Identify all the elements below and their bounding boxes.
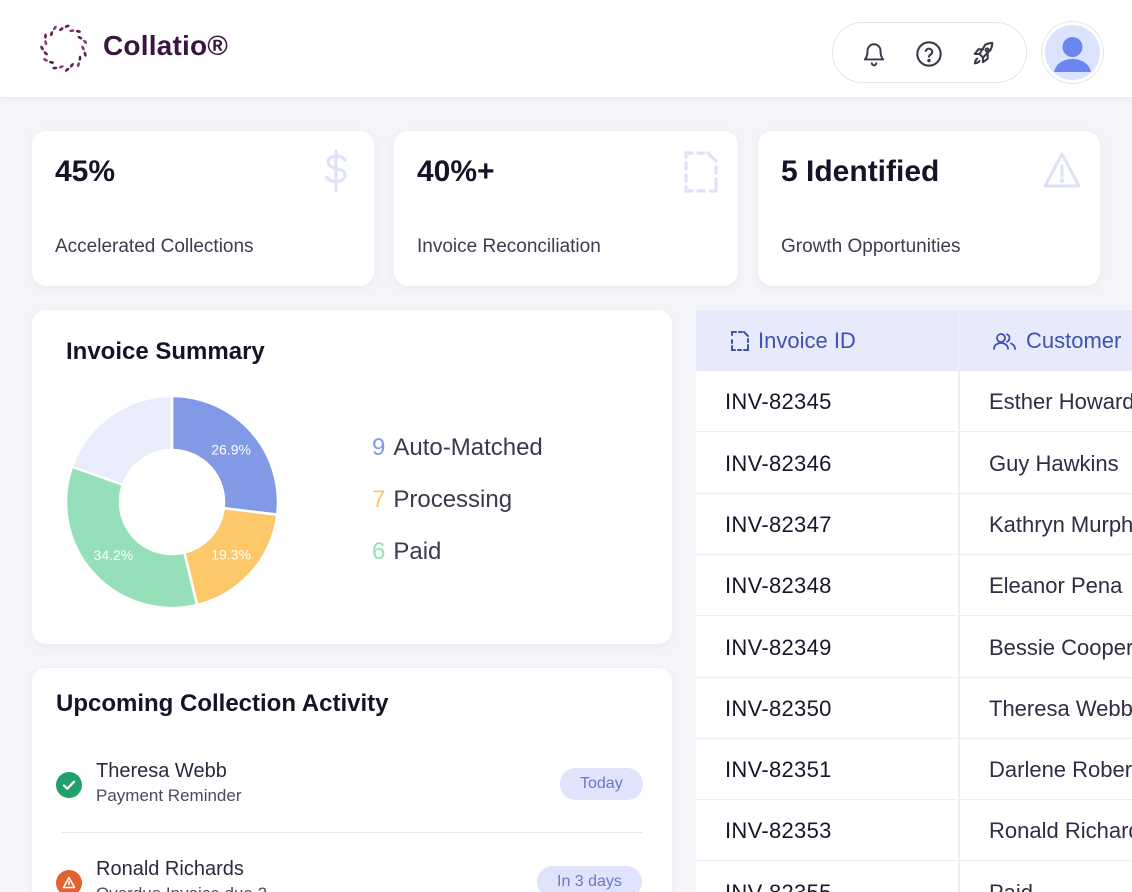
invoice-summary-card: Invoice Summary 26.9% 19.3% 34.2% 9 Auto-Ma… xyxy=(32,310,672,644)
table-row[interactable]: INV-82350 Theresa Webb xyxy=(696,678,1132,739)
due-badge: In 3 days xyxy=(537,866,642,892)
invoice-donut-chart: 26.9% 19.3% 34.2% xyxy=(64,394,280,610)
invoice-id-cell: INV-82346 xyxy=(725,451,832,476)
status-success xyxy=(56,772,82,798)
table-row[interactable]: INV-82355 Paid xyxy=(696,862,1132,892)
invoice-id-cell: INV-82350 xyxy=(725,696,832,721)
document-icon xyxy=(684,151,718,193)
customer-cell: Esther Howard xyxy=(989,389,1132,414)
chart-legend: 9 Auto-Matched 7 Processing 6 Paid xyxy=(372,434,543,590)
table-row[interactable]: INV-82353 Ronald Richards xyxy=(696,800,1132,861)
kpi-label: Growth Opportunities xyxy=(781,236,961,257)
brand-name[interactable]: Collatio® xyxy=(103,30,229,61)
bell-icon xyxy=(863,43,885,67)
activity-item[interactable]: Ronald Richards Overdue Invoice due 2 In… xyxy=(56,858,646,892)
customer-cell: Kathryn Murphy xyxy=(989,512,1132,537)
section-title: Invoice Summary xyxy=(66,338,265,365)
check-icon xyxy=(62,780,76,790)
table-row[interactable]: INV-82345 Esther Howard xyxy=(696,371,1132,432)
slice-label: 26.9% xyxy=(211,442,251,458)
help-button[interactable] xyxy=(914,39,944,69)
notifications-button[interactable] xyxy=(859,39,889,69)
kpi-card-reconciliation: 40%+ Invoice Reconciliation xyxy=(394,131,738,286)
legend-item-processing: 7 Processing xyxy=(372,486,543,538)
invoice-id-cell: INV-82347 xyxy=(725,512,832,537)
kpi-value: 5 Identified xyxy=(781,155,940,188)
collatio-logo-icon[interactable] xyxy=(38,22,90,74)
legend-label: Paid xyxy=(393,538,442,565)
header-actions xyxy=(832,22,1027,83)
table-header: Invoice ID Customer xyxy=(696,310,1132,371)
legend-item-auto-matched: 9 Auto-Matched xyxy=(372,434,543,486)
activity-name: Ronald Richards xyxy=(96,858,244,880)
customer-cell: Theresa Webb xyxy=(989,696,1132,721)
invoice-id-cell: INV-82355 xyxy=(725,862,832,892)
user-avatar[interactable] xyxy=(1042,22,1103,83)
due-badge: Today xyxy=(560,768,643,800)
invoice-id-cell: INV-82351 xyxy=(725,757,832,782)
invoice-id-cell: INV-82353 xyxy=(725,818,832,843)
collection-activity-card: Upcoming Collection Activity Theresa Web… xyxy=(32,668,672,892)
legend-count: 9 xyxy=(372,434,386,461)
warning-icon xyxy=(1043,152,1081,188)
invoice-id-cell: INV-82345 xyxy=(725,389,832,414)
divider xyxy=(62,832,642,833)
column-label: Invoice ID xyxy=(758,328,856,353)
invoice-id-cell: INV-82349 xyxy=(725,635,832,660)
legend-label: Auto-Matched xyxy=(393,434,543,461)
column-label: Customer xyxy=(1026,328,1122,353)
table-row[interactable]: INV-82347 Kathryn Murphy xyxy=(696,494,1132,555)
section-title: Upcoming Collection Activity xyxy=(56,690,389,717)
app-header: Collatio® xyxy=(0,0,1132,97)
activity-item[interactable]: Theresa Webb Payment Reminder Today xyxy=(56,760,646,820)
kpi-value: 45% xyxy=(55,155,116,188)
invoice-id-cell: INV-82348 xyxy=(725,573,832,598)
legend-label: Processing xyxy=(393,486,513,513)
slice-label: 19.3% xyxy=(211,546,251,562)
kpi-card-collections: 45% Accelerated Collections xyxy=(32,131,374,286)
kpi-value: 40%+ xyxy=(417,155,495,188)
table-row[interactable]: INV-82349 Bessie Cooper xyxy=(696,617,1132,678)
customer-cell: Ronald Richards xyxy=(989,818,1132,843)
legend-count: 7 xyxy=(372,486,386,513)
launch-button[interactable] xyxy=(968,39,998,69)
slice-label: 34.2% xyxy=(94,547,134,563)
table-row[interactable]: INV-82351 Darlene Robertson xyxy=(696,739,1132,800)
customer-cell: Paid xyxy=(989,862,1033,892)
legend-item-paid: 6 Paid xyxy=(372,538,543,590)
activity-subtitle: Overdue Invoice due 2 xyxy=(96,884,267,892)
column-divider xyxy=(958,310,960,892)
dollar-icon xyxy=(325,149,347,193)
kpi-label: Invoice Reconciliation xyxy=(417,236,601,257)
kpi-label: Accelerated Collections xyxy=(55,236,254,257)
table-row[interactable]: INV-82346 Guy Hawkins xyxy=(696,433,1132,494)
warning-icon xyxy=(62,876,76,889)
donut-slice-auto-matched[interactable] xyxy=(170,394,280,517)
activity-subtitle: Payment Reminder xyxy=(96,786,242,805)
help-icon xyxy=(916,41,942,67)
invoice-table: Invoice ID Customer INV-82345 Esther How… xyxy=(696,310,1132,892)
document-icon xyxy=(731,330,749,351)
donut-slice-other[interactable] xyxy=(70,394,174,487)
status-warning xyxy=(56,870,82,892)
customer-cell: Bessie Cooper xyxy=(989,635,1132,660)
column-header-invoice-id[interactable]: Invoice ID xyxy=(730,310,856,371)
legend-count: 6 xyxy=(372,538,386,565)
customer-cell: Darlene Robertson xyxy=(989,757,1132,782)
customer-cell: Eleanor Pena xyxy=(989,573,1123,598)
activity-name: Theresa Webb xyxy=(96,760,227,782)
rocket-icon xyxy=(973,41,994,65)
donut-slice-paid[interactable] xyxy=(64,465,199,610)
table-row[interactable]: INV-82348 Eleanor Pena xyxy=(696,555,1132,616)
column-header-customer[interactable]: Customer xyxy=(992,310,1121,371)
user-icon xyxy=(1054,37,1091,72)
customer-cell: Guy Hawkins xyxy=(989,451,1119,476)
users-icon xyxy=(993,332,1016,350)
kpi-card-opportunities: 5 Identified Growth Opportunities xyxy=(758,131,1100,286)
